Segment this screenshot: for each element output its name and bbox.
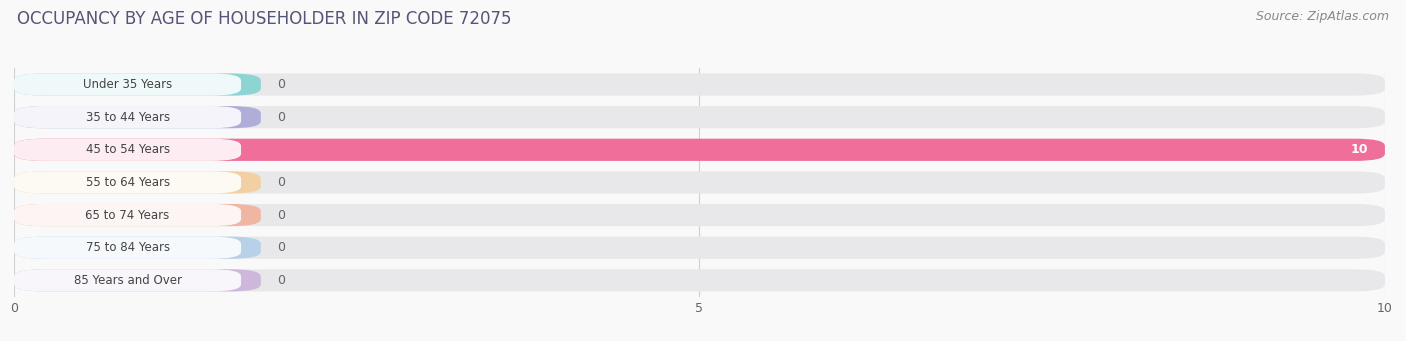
Text: 0: 0 xyxy=(277,111,285,124)
FancyBboxPatch shape xyxy=(14,269,240,292)
FancyBboxPatch shape xyxy=(14,204,262,226)
Text: 85 Years and Over: 85 Years and Over xyxy=(73,274,181,287)
FancyBboxPatch shape xyxy=(14,237,240,259)
Text: 75 to 84 Years: 75 to 84 Years xyxy=(86,241,170,254)
FancyBboxPatch shape xyxy=(14,204,1385,226)
FancyBboxPatch shape xyxy=(14,106,240,128)
Text: 0: 0 xyxy=(277,274,285,287)
FancyBboxPatch shape xyxy=(14,73,240,95)
FancyBboxPatch shape xyxy=(14,139,1385,161)
Text: 45 to 54 Years: 45 to 54 Years xyxy=(86,143,170,156)
FancyBboxPatch shape xyxy=(14,73,262,95)
Text: 35 to 44 Years: 35 to 44 Years xyxy=(86,111,170,124)
Text: Under 35 Years: Under 35 Years xyxy=(83,78,172,91)
FancyBboxPatch shape xyxy=(14,106,262,128)
Text: OCCUPANCY BY AGE OF HOUSEHOLDER IN ZIP CODE 72075: OCCUPANCY BY AGE OF HOUSEHOLDER IN ZIP C… xyxy=(17,10,512,28)
FancyBboxPatch shape xyxy=(14,237,262,259)
Text: 0: 0 xyxy=(277,78,285,91)
FancyBboxPatch shape xyxy=(14,73,1385,95)
FancyBboxPatch shape xyxy=(14,269,262,292)
FancyBboxPatch shape xyxy=(14,139,1385,161)
FancyBboxPatch shape xyxy=(14,106,1385,128)
FancyBboxPatch shape xyxy=(14,171,240,194)
FancyBboxPatch shape xyxy=(14,139,240,161)
FancyBboxPatch shape xyxy=(14,171,1385,194)
Text: 0: 0 xyxy=(277,209,285,222)
Text: 10: 10 xyxy=(1351,143,1368,156)
FancyBboxPatch shape xyxy=(14,171,262,194)
Text: 0: 0 xyxy=(277,176,285,189)
FancyBboxPatch shape xyxy=(14,237,1385,259)
Text: 0: 0 xyxy=(277,241,285,254)
Text: Source: ZipAtlas.com: Source: ZipAtlas.com xyxy=(1256,10,1389,23)
FancyBboxPatch shape xyxy=(14,204,240,226)
Text: 55 to 64 Years: 55 to 64 Years xyxy=(86,176,170,189)
Text: 65 to 74 Years: 65 to 74 Years xyxy=(86,209,170,222)
FancyBboxPatch shape xyxy=(14,269,1385,292)
